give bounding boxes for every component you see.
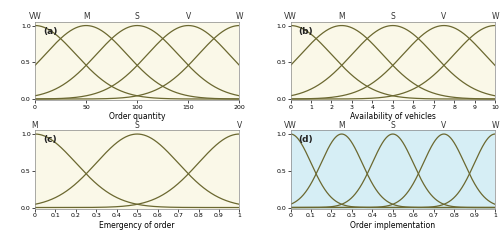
Text: W: W: [491, 12, 499, 21]
Text: M: M: [32, 121, 38, 130]
Text: M: M: [338, 12, 345, 21]
Text: (c): (c): [43, 135, 57, 144]
Text: V: V: [442, 121, 446, 130]
Text: W: W: [236, 12, 243, 21]
Text: W: W: [491, 121, 499, 130]
Text: VW: VW: [284, 121, 297, 130]
Text: V: V: [237, 121, 242, 130]
Text: (b): (b): [298, 26, 314, 35]
Text: S: S: [135, 12, 140, 21]
X-axis label: Emergency of order: Emergency of order: [100, 221, 175, 230]
X-axis label: Availability of vehicles: Availability of vehicles: [350, 113, 436, 122]
Text: V: V: [186, 12, 191, 21]
Text: VW: VW: [284, 12, 297, 21]
Text: M: M: [338, 121, 345, 130]
Text: (d): (d): [298, 135, 314, 144]
Text: V: V: [442, 12, 446, 21]
X-axis label: Order quantity: Order quantity: [109, 113, 166, 122]
Text: M: M: [83, 12, 89, 21]
Text: S: S: [390, 121, 395, 130]
Text: S: S: [135, 121, 140, 130]
Text: (a): (a): [43, 26, 58, 35]
Text: S: S: [390, 12, 395, 21]
X-axis label: Order implementation: Order implementation: [350, 221, 436, 230]
Text: VW: VW: [28, 12, 42, 21]
